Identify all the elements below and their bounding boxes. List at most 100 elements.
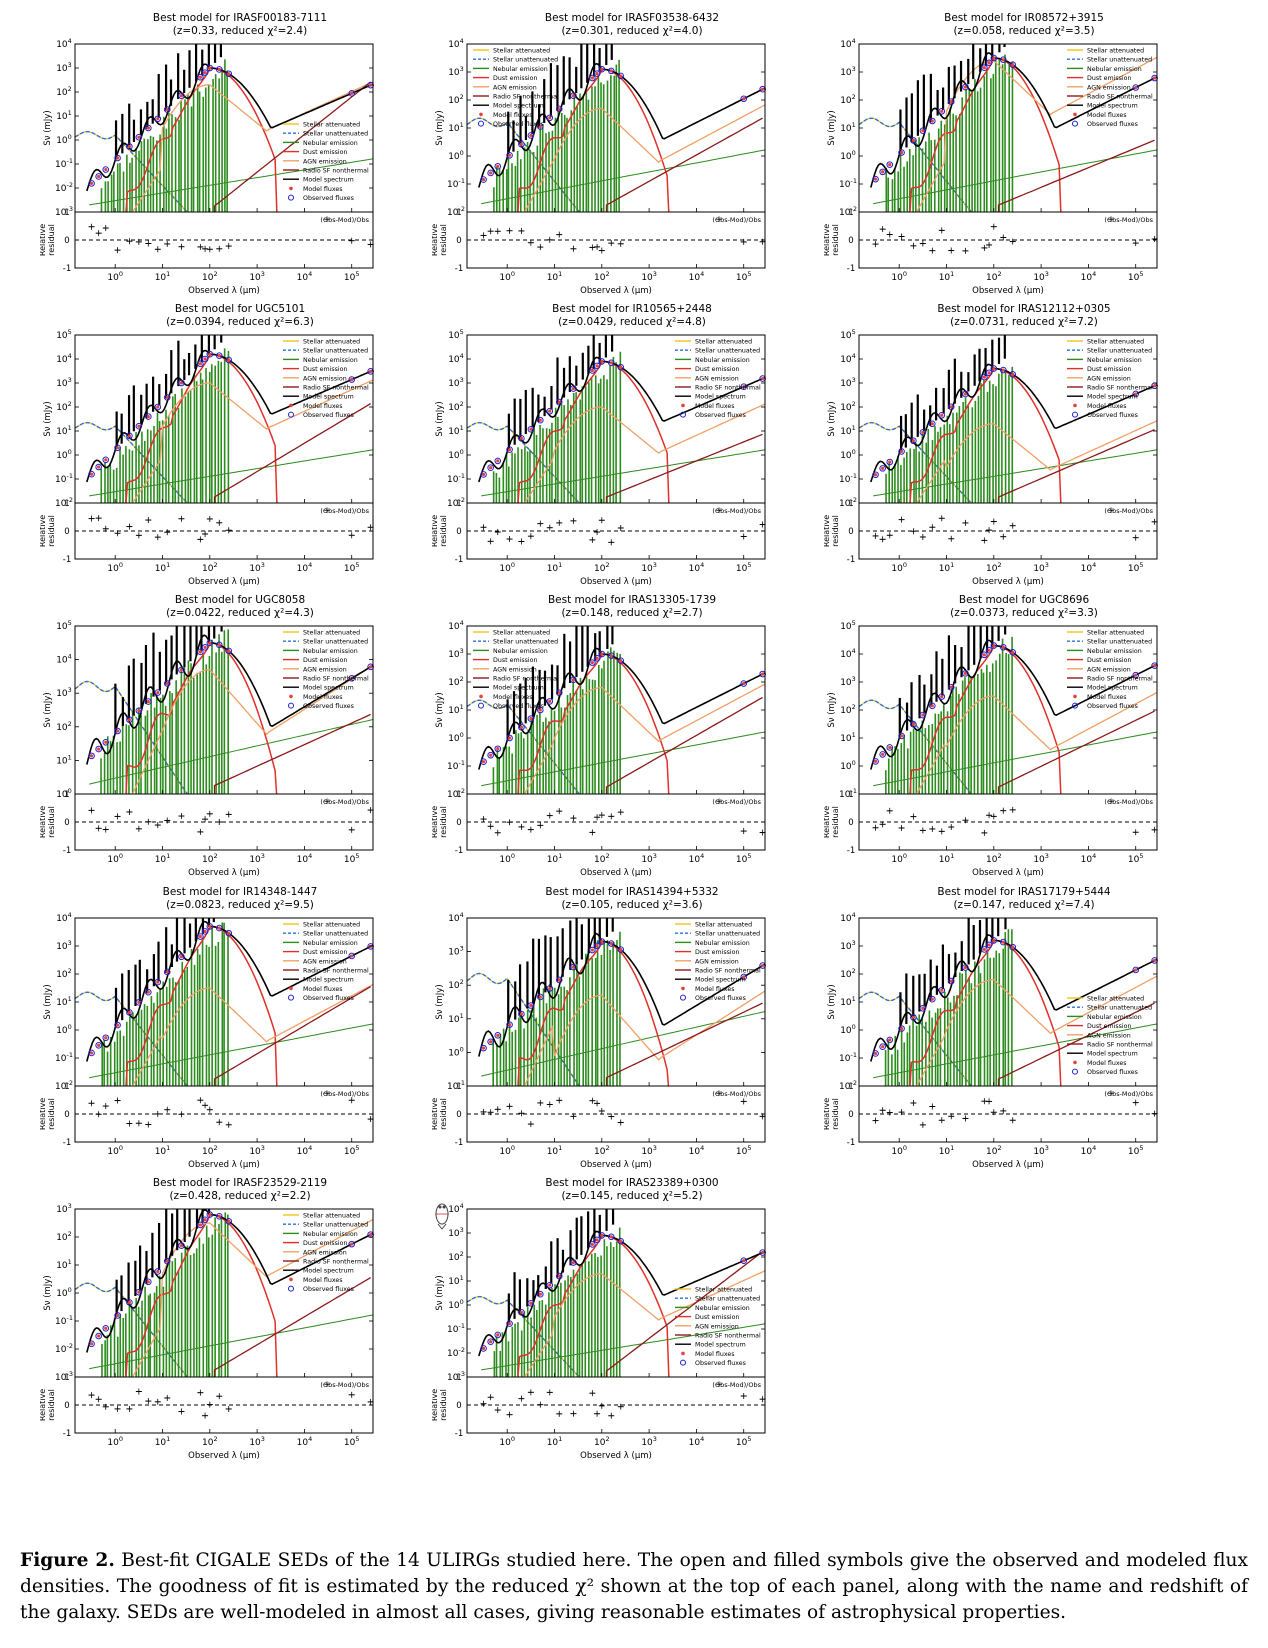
nebular-continuum-line xyxy=(873,731,1157,787)
radio-sf-line xyxy=(997,1002,1155,1086)
residual-legend-marker: + xyxy=(323,215,331,225)
model-flux-point xyxy=(179,668,184,672)
y-tick-label: 102 xyxy=(448,1250,464,1263)
observed-flux-point xyxy=(919,127,927,134)
x-tick-label: 100 xyxy=(107,1435,123,1448)
observed-flux-point xyxy=(898,1025,905,1032)
model-flux-point xyxy=(992,644,996,648)
observed-flux-point xyxy=(102,1034,110,1042)
x-tick-label: 101 xyxy=(547,561,563,574)
sed-panel: Best model for IR10565+2448 (z=0.0429, re… xyxy=(432,291,832,591)
observed-flux-point xyxy=(1009,649,1017,656)
legend-swatch xyxy=(288,1285,294,1292)
y-tick-label: 100 xyxy=(56,1286,72,1299)
y-tick-label: 104 xyxy=(840,647,856,660)
model-flux-point xyxy=(921,129,925,133)
legend-label: Dust emission xyxy=(1087,1023,1132,1030)
residual-legend-marker: + xyxy=(1107,215,1115,225)
y-tick-label: 10-2 xyxy=(447,205,465,218)
model-flux-point xyxy=(127,718,131,722)
nebular-continuum-line xyxy=(873,1023,1157,1079)
observed-flux-point xyxy=(990,365,998,372)
residual-legend-label: (Obs-Mod)/Obs xyxy=(320,216,369,224)
x-tick-label: 105 xyxy=(736,561,752,574)
agn-emission-line xyxy=(523,104,765,212)
observed-flux-point xyxy=(114,444,121,452)
model-flux-point xyxy=(881,170,885,174)
y-tick-label: 104 xyxy=(56,653,72,666)
observed-flux-point xyxy=(938,412,946,419)
model-flux-point xyxy=(227,931,231,935)
model-flux-point xyxy=(350,1242,354,1246)
model-flux-point xyxy=(992,938,996,942)
legend-label: Model fluxes xyxy=(695,986,735,993)
model-flux-point xyxy=(1011,372,1015,376)
residual-y-label: residual xyxy=(439,224,448,256)
observed-flux-point xyxy=(126,143,133,150)
residual-legend-label: (Obs-Mod)/Obs xyxy=(712,216,761,224)
y-tick-label: 10-1 xyxy=(447,177,465,190)
model-flux-point xyxy=(227,649,231,653)
legend-label: Model spectrum xyxy=(303,177,354,184)
model-flux-point xyxy=(115,729,120,733)
y-tick-label: 101 xyxy=(56,424,72,437)
y-axis-label: Sν (mJy) xyxy=(43,692,53,727)
x-tick-label: 103 xyxy=(641,852,657,865)
model-flux-point xyxy=(489,753,493,757)
legend-label: Model fluxes xyxy=(303,986,343,993)
model-flux-point xyxy=(519,1310,523,1314)
observed-flux-point xyxy=(593,362,601,370)
observed-flux-point xyxy=(506,734,513,742)
observed-flux-point xyxy=(197,648,204,656)
model-flux-point xyxy=(104,1326,108,1330)
model-flux-point xyxy=(519,725,523,729)
residual-legend-label: (Obs-Mod)/Obs xyxy=(712,1090,761,1098)
observed-flux-point xyxy=(114,1021,121,1029)
observed-flux-point xyxy=(929,995,936,1003)
model-flux-point xyxy=(873,473,878,477)
y-axis-label: Sν (mJy) xyxy=(43,984,53,1019)
residual-legend-marker: + xyxy=(323,506,331,516)
observed-flux-point xyxy=(135,999,143,1006)
model-flux-point xyxy=(992,367,996,371)
residual-tick-label: 0 xyxy=(64,818,69,828)
stellar-unattenuated-line xyxy=(859,699,973,794)
observed-flux-point xyxy=(494,163,502,170)
residual-tick-label: 1 xyxy=(848,1082,853,1092)
stellar-unattenuated-line xyxy=(467,699,581,794)
model-flux-point xyxy=(888,163,892,167)
x-tick-label: 102 xyxy=(594,1144,610,1157)
model-flux-point xyxy=(1001,645,1005,649)
y-tick-label: 100 xyxy=(448,1045,464,1058)
model-flux-point xyxy=(982,66,986,70)
legend-label: Nebular emission xyxy=(493,648,548,655)
y-tick-label: 10-2 xyxy=(55,1342,73,1355)
observed-flux-point xyxy=(593,70,601,77)
observed-flux-point xyxy=(201,69,209,76)
observed-flux-point xyxy=(126,716,133,723)
model-flux-point xyxy=(165,107,169,112)
stellar-unattenuated-line xyxy=(75,421,189,503)
legend-label: Model fluxes xyxy=(303,1277,343,1284)
x-tick-label: 102 xyxy=(202,561,218,574)
model-flux-point xyxy=(595,364,599,368)
legend-label: AGN emission xyxy=(1087,666,1131,673)
legend-label: AGN emission xyxy=(493,666,537,673)
sed-panel: Best model for IRASF23529-2119 (z=0.428, … xyxy=(40,1165,440,1465)
x-tick-label: 101 xyxy=(547,270,563,283)
observed-flux-point xyxy=(154,978,162,986)
x-axis-label: Observed λ (μm) xyxy=(188,1451,260,1461)
model-flux-point xyxy=(156,1269,160,1274)
legend-label: Model spectrum xyxy=(303,1268,354,1275)
legend-swatch xyxy=(289,403,293,408)
nebular-continuum-line xyxy=(481,731,765,787)
model-flux-point xyxy=(496,459,500,463)
model-flux-point xyxy=(982,375,986,379)
y-tick-label: 10-2 xyxy=(447,787,465,800)
observed-flux-point xyxy=(145,413,152,420)
x-tick-label: 101 xyxy=(939,561,955,574)
observed-flux-point xyxy=(88,1049,95,1057)
model-flux-point xyxy=(911,1015,915,1019)
